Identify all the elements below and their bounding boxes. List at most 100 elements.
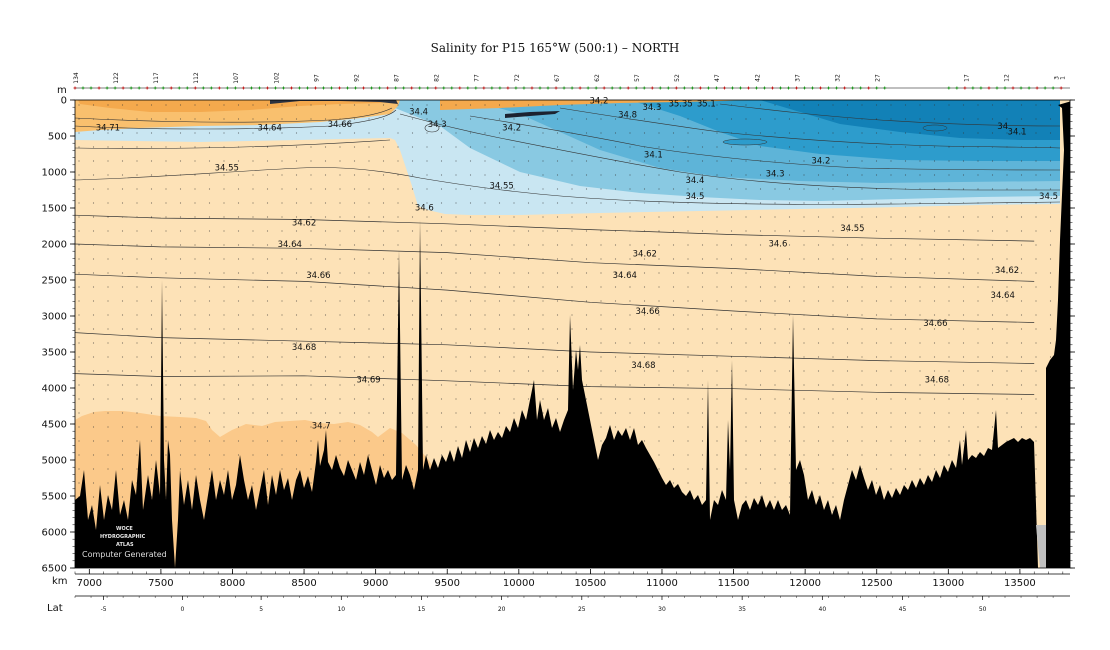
contour-label: 34.1 [1008,128,1027,138]
station-number-label: 42 [754,74,761,82]
latitude-tick-label: 30 [658,606,666,613]
station-number-label: 47 [714,74,721,82]
depth-tick-label: 0 [61,96,67,107]
distance-tick-label: 7000 [77,578,102,589]
station-number-label: 82 [434,74,441,82]
station-markers: 134 122 117 112 107 102 97 92 87 82 77 72 67 62 57 52 47… [73,72,1070,90]
contour-label: 35.1 [697,100,716,110]
watermark-logo: WOCE HYDROGRAPHIC ATLAS Computer Generat… [82,526,167,559]
contour-label: 34.62 [995,266,1019,276]
latitude-tick-label: 50 [979,606,987,613]
distance-tick-label: 10000 [503,578,535,589]
contour-label: 34.5 [1039,192,1058,202]
contour-label: 34.64 [613,271,637,281]
latitude-tick-label: -5 [101,606,107,613]
svg-text:WOCE: WOCE [116,526,133,532]
plot-frame [74,99,1071,569]
depth-axis: 0 500 1000 1500 2000 2500 3000 3500 4000 4500 5000… [42,96,1075,575]
depth-unit-label: m [57,85,67,96]
contour-34-68 [75,332,1035,364]
contour-label: 34.64 [278,240,302,250]
contour-34-66 [75,273,1035,323]
distance-unit-label: km [52,576,68,587]
distance-tick-label: 12000 [789,578,821,589]
contour-label: 34.64 [258,123,282,133]
distance-tick-label: 9500 [435,578,460,589]
contour-label: 34.8 [618,110,637,120]
contour-label: 35.35 [668,100,692,110]
contour-label: 34.66 [923,319,947,329]
contour-label: 34.68 [631,361,655,371]
station-number-label: 92 [353,74,360,82]
depth-tick-label: 2500 [42,276,67,287]
depth-tick-label: 6000 [42,528,67,539]
latitude-tick-label: 25 [578,606,586,613]
chart-title: Salinity for P15 165°W (500:1) – NORTH [430,41,680,55]
depth-tick-label: 4500 [42,420,67,431]
contour-line [75,139,391,149]
contour-label: 34.4 [685,176,704,186]
distance-tick-label: 11000 [646,578,678,589]
station-number-label: 62 [594,74,601,82]
distance-tick-label: 8000 [220,578,245,589]
contour-lines [75,214,1035,395]
contour-label: 34.68 [292,343,316,353]
latitude-tick-label: 15 [418,606,426,613]
contour-label: 34.69 [356,375,380,385]
distance-tick-label: 11500 [718,578,750,589]
contour-label: 34.6 [768,239,787,249]
contour-label: 34.62 [633,249,657,259]
seafloor-bathymetry [75,101,1070,568]
station-number-label: 1 [1059,76,1066,80]
station-number-label: 112 [193,72,200,84]
station-number-label: 134 [73,72,80,84]
distance-tick-label: 13500 [1004,578,1036,589]
contour-label: 34.2 [590,97,609,107]
station-number-label: 32 [835,74,842,82]
station-number-label: 57 [634,74,641,82]
contour-label: 34.55 [489,182,513,192]
contour-label: 34.66 [328,120,352,130]
latitude-tick-label: 45 [899,606,907,613]
depth-tick-label: 5500 [42,492,67,503]
contour-label: 34.64 [991,291,1015,301]
latitude-tick-label: 10 [337,606,345,613]
station-number-label: 52 [674,74,681,82]
depth-tick-label: 3000 [42,312,67,323]
station-number-label: 102 [273,72,280,84]
station-number-label: 77 [474,74,481,82]
distance-tick-label: 8500 [291,578,316,589]
contour-line [469,115,1061,171]
latitude-tick-label: 20 [498,606,506,613]
contour-eddy [922,124,948,132]
latitude-axis-label: Lat [47,603,63,614]
distance-tick-label: 7500 [148,578,173,589]
latitude-tick-label: 0 [180,606,184,613]
station-number-label: 3 [1054,76,1061,80]
depth-tick-label: 2000 [42,240,67,251]
svg-text:HYDROGRAPHIC: HYDROGRAPHIC [100,534,146,540]
seafloor-gap [1036,525,1046,568]
contour-eddy [722,138,768,146]
contour-label: 34.7 [312,421,331,431]
station-number-label: 72 [514,74,521,82]
contour-label: 34.1 [644,151,663,161]
contour-34-64 [75,243,1035,282]
contour-line [75,167,1061,205]
latitude-tick-label: 35 [738,606,746,613]
contour-line [75,107,393,123]
contour-label: 34.66 [635,307,659,317]
station-number-label: 17 [963,74,970,82]
svg-text:ATLAS: ATLAS [116,542,134,548]
contour-line [559,107,1061,149]
contour-34-69 [75,373,1035,395]
contour-label: 34.6 [415,203,434,213]
station-number-label: 27 [875,74,882,82]
contour-line [719,103,1061,127]
contour-label: 34.55 [840,224,864,234]
depth-tick-label: 1500 [42,204,67,215]
station-number-label: 107 [233,72,240,84]
contour-line [399,113,1060,191]
